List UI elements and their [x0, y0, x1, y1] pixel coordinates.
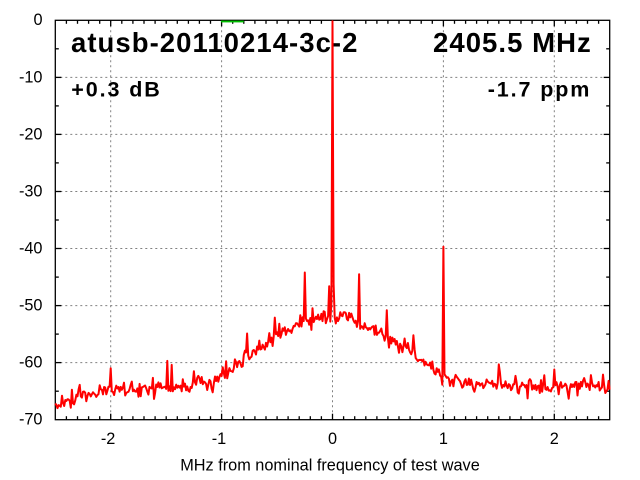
svg-text:-60: -60 [19, 354, 43, 372]
svg-text:+0.3 dB: +0.3 dB [71, 78, 161, 102]
svg-text:-40: -40 [19, 239, 43, 257]
svg-text:0: 0 [33, 11, 42, 29]
svg-text:-1.7 ppm: -1.7 ppm [488, 77, 592, 101]
svg-text:-70: -70 [19, 411, 43, 429]
svg-text:1: 1 [439, 430, 448, 448]
svg-text:-50: -50 [19, 297, 43, 315]
svg-text:-30: -30 [19, 182, 43, 200]
svg-text:-20: -20 [19, 125, 43, 143]
svg-text:-2: -2 [101, 430, 115, 448]
svg-text:MHz from nominal frequency of: MHz from nominal frequency of test wave [180, 456, 480, 474]
svg-text:atusb-20110214-3c-2: atusb-20110214-3c-2 [71, 27, 358, 58]
svg-text:2: 2 [550, 430, 559, 448]
svg-text:0: 0 [328, 430, 337, 448]
svg-text:-1: -1 [212, 430, 226, 448]
svg-text:-10: -10 [19, 68, 43, 86]
svg-text:2405.5 MHz: 2405.5 MHz [433, 27, 592, 58]
